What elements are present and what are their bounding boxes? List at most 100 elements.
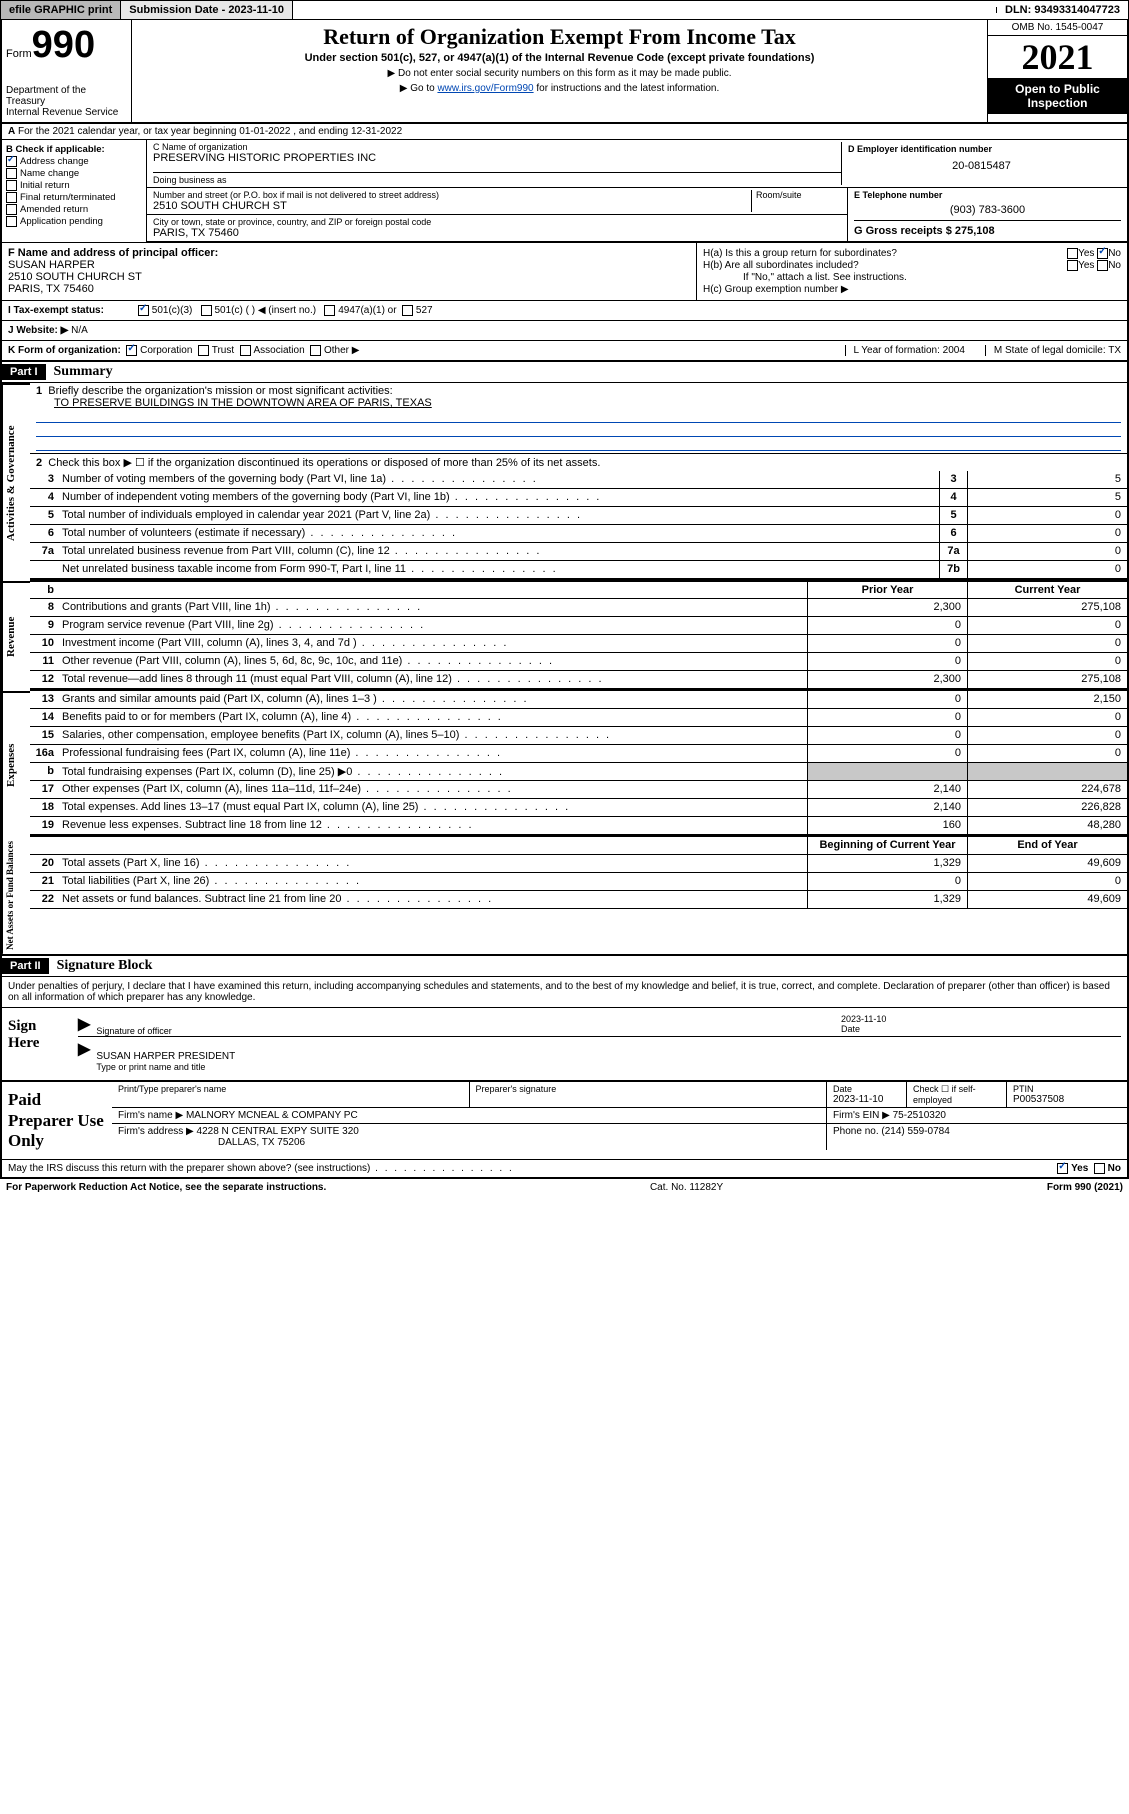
summary-exp: Expenses 13Grants and similar amounts pa… [0,691,1129,837]
chk-amended[interactable] [6,204,17,215]
part1-title: Summary [46,362,121,382]
sig-date-val: 2023-11-10 [841,1014,1121,1024]
sign-here-label: Sign Here [2,1008,72,1080]
summary-na: Net Assets or Fund Balances Beginning of… [0,837,1129,956]
street-label: Number and street (or P.O. box if mail i… [153,190,751,200]
sign-here-block: Sign Here ▶ Signature of officer 2023-11… [0,1008,1129,1082]
firm-addr2: DALLAS, TX 75206 [218,1137,305,1148]
section-cde: C Name of organization PRESERVING HISTOR… [147,140,1127,242]
irs-link[interactable]: www.irs.gov/Form990 [437,83,533,94]
room-label: Room/suite [756,190,841,200]
vtab-exp: Expenses [2,691,30,837]
footer-mid: Cat. No. 11282Y [326,1182,1047,1193]
form-subtitle: Under section 501(c), 527, or 4947(a)(1)… [140,52,979,64]
preparer-block: Paid Preparer Use Only Print/Type prepar… [0,1082,1129,1160]
phone: (903) 783-3600 [854,204,1121,216]
prep-phone: (214) 559-0784 [881,1126,949,1137]
form-prefix: Form [6,48,32,60]
period-text: For the 2021 calendar year, or tax year … [18,126,402,137]
data-row: 19Revenue less expenses. Subtract line 1… [30,817,1127,835]
vtab-gov: Activities & Governance [2,383,30,581]
irs-yes[interactable] [1057,1163,1068,1174]
footer-left: For Paperwork Reduction Act Notice, see … [6,1182,326,1193]
gov-row: 7aTotal unrelated business revenue from … [30,543,1127,561]
form-id-block: Form990 Department of the Treasury Inter… [2,20,132,122]
data-row: 12Total revenue—add lines 8 through 11 (… [30,671,1127,689]
footer-right: Form 990 (2021) [1047,1182,1123,1193]
data-row: 16aProfessional fundraising fees (Part I… [30,745,1127,763]
data-row: 22Net assets or fund balances. Subtract … [30,891,1127,909]
ptin: P00537508 [1013,1094,1121,1105]
chk-name-change[interactable] [6,168,17,179]
may-irs-row: May the IRS discuss this return with the… [0,1160,1129,1179]
chk-4947[interactable] [324,305,335,316]
spacer [293,7,997,13]
line1-text: Briefly describe the organization's miss… [48,385,392,397]
ha-yes[interactable] [1067,248,1078,259]
i-label: I Tax-exempt status: [8,305,138,316]
data-row: 8Contributions and grants (Part VIII, li… [30,599,1127,617]
section-b-label: B Check if applicable: [6,144,142,155]
chk-501c[interactable] [201,305,212,316]
tax-status-row: I Tax-exempt status: 501(c)(3) 501(c) ( … [0,301,1129,321]
gross-receipts: 275,108 [955,225,995,237]
chk-corp[interactable] [126,345,137,356]
firm-addr1: 4228 N CENTRAL EXPY SUITE 320 [197,1126,359,1137]
officer-name: SUSAN HARPER [8,259,690,271]
vtab-na: Net Assets or Fund Balances [2,837,30,954]
ha-no[interactable] [1097,248,1108,259]
website-val: N/A [71,325,88,336]
summary-rev: Revenue b Prior Year Current Year 8Contr… [0,581,1129,691]
d-ein-label: D Employer identification number [848,144,1115,154]
footer: For Paperwork Reduction Act Notice, see … [0,1179,1129,1196]
sig-officer-label: Signature of officer [96,1014,841,1036]
chk-address-change[interactable] [6,156,17,167]
data-row: 15Salaries, other compensation, employee… [30,727,1127,745]
chk-initial[interactable] [6,180,17,191]
dba-label: Doing business as [153,172,841,185]
part2-label: Part II [2,958,49,974]
hb-yes[interactable] [1067,260,1078,271]
chk-trust[interactable] [198,345,209,356]
chk-other[interactable] [310,345,321,356]
irs-no[interactable] [1094,1163,1105,1174]
chk-assoc[interactable] [240,345,251,356]
mission: TO PRESERVE BUILDINGS IN THE DOWNTOWN AR… [54,397,432,409]
tax-year: 2021 [988,36,1127,78]
chk-final[interactable] [6,192,17,203]
dept-label: Department of the Treasury Internal Reve… [6,85,127,118]
line2-text: Check this box ▶ ☐ if the organization d… [48,457,600,469]
form-number: 990 [32,24,95,66]
e-phone-label: E Telephone number [854,190,1121,200]
firm-ein: 75-2510320 [893,1110,946,1121]
data-row: 13Grants and similar amounts paid (Part … [30,691,1127,709]
gov-row: 5Total number of individuals employed in… [30,507,1127,525]
k-label: K Form of organization: [8,345,121,356]
gov-row: 6Total number of volunteers (estimate if… [30,525,1127,543]
gov-row: 3Number of voting members of the governi… [30,471,1127,489]
top-bar: efile GRAPHIC print Submission Date - 20… [0,0,1129,20]
part2-title: Signature Block [49,956,161,976]
org-name: PRESERVING HISTORIC PROPERTIES INC [153,152,841,164]
block-fh: F Name and address of principal officer:… [0,243,1129,301]
form-title: Return of Organization Exempt From Incom… [140,24,979,50]
officer-addr1: 2510 SOUTH CHURCH ST [8,271,690,283]
sig-intro: Under penalties of perjury, I declare th… [0,977,1129,1008]
block-bcde: B Check if applicable: Address change Na… [0,140,1129,243]
note-ssn: ▶ Do not enter social security numbers o… [140,68,979,79]
chk-527[interactable] [402,305,413,316]
efile-label[interactable]: efile GRAPHIC print [1,1,121,19]
data-row: 11Other revenue (Part VIII, column (A), … [30,653,1127,671]
data-row: 14Benefits paid to or for members (Part … [30,709,1127,727]
ein: 20-0815487 [848,160,1115,172]
c-name-label: C Name of organization [153,142,841,152]
l-year: L Year of formation: 2004 [845,345,965,356]
vtab-rev: Revenue [2,581,30,691]
submission-date[interactable]: Submission Date - 2023-11-10 [121,1,293,19]
preparer-label: Paid Preparer Use Only [2,1082,112,1159]
note-link: ▶ Go to www.irs.gov/Form990 for instruct… [140,83,979,94]
chk-501c3[interactable] [138,305,149,316]
hb-no[interactable] [1097,260,1108,271]
chk-pending[interactable] [6,216,17,227]
part2-header: Part II Signature Block [0,956,1129,977]
